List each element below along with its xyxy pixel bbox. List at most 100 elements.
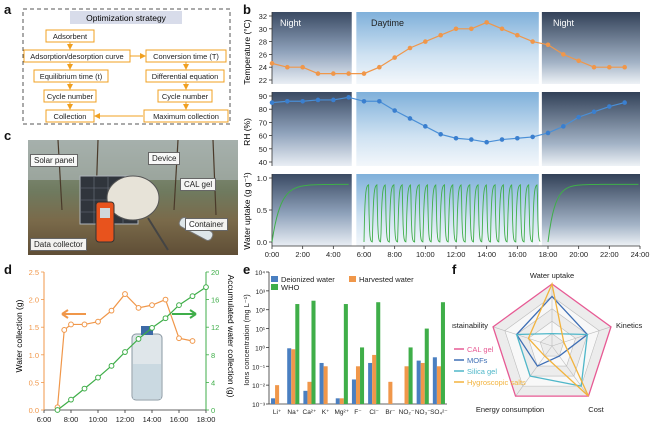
- wu-ylabel: Water uptake (g g⁻¹): [242, 172, 252, 250]
- y-tick-label: 40: [259, 158, 267, 167]
- panel-letter-b: b: [243, 2, 251, 17]
- radar-axis-label: Cost: [588, 405, 604, 414]
- accumulated-point: [122, 349, 128, 355]
- panel-b-chart: 32 30 28 26 24 22 90 80 70 60 50 40 1.0 0.5 0.0 0:00 2:0…: [242, 12, 650, 259]
- strategy-right-2: Differential equation: [152, 72, 219, 81]
- bar-harvested-water: [275, 385, 280, 404]
- bar-who: [424, 328, 429, 404]
- strategy-title: Optimization strategy: [86, 13, 167, 23]
- y-tick-label: 32: [259, 12, 267, 21]
- x-tick-label: 2:00: [295, 250, 310, 259]
- device-photo: Solar panel Device CAL gel Container Dat…: [28, 140, 238, 255]
- temperature-point: [591, 64, 597, 70]
- water-collection-point: [95, 318, 101, 325]
- bar-harvested-water: [436, 366, 441, 404]
- accumulated-point: [81, 385, 88, 392]
- radar-spoke: [551, 345, 589, 397]
- left-y-tick-label: 0.0: [29, 406, 39, 415]
- category-label: Cl⁻: [369, 409, 379, 416]
- temperature-point: [392, 55, 397, 60]
- category-label: Br⁻: [385, 409, 396, 416]
- x-tick-label: 0:00: [265, 250, 280, 259]
- bar-deionized-water: [271, 398, 276, 404]
- y-tick-label: 10⁰: [255, 344, 265, 352]
- legend-swatch: [271, 284, 278, 290]
- radar-axis-label: Energy consumption: [476, 405, 544, 414]
- bottle-cap: [141, 326, 153, 335]
- category-label: SO₄²⁻: [430, 409, 448, 416]
- x-tick-label: 6:00: [357, 250, 372, 259]
- rh-point: [315, 97, 321, 103]
- temperature-line: [271, 21, 625, 75]
- rh-point: [607, 104, 612, 109]
- category-label: NO₃⁻: [415, 409, 431, 416]
- accumulated-point: [176, 302, 182, 309]
- water-collection-point: [189, 338, 196, 344]
- accumulated-point: [108, 362, 115, 369]
- rh-point: [515, 135, 520, 141]
- strategy-right-4: Maximum collection: [153, 112, 219, 121]
- bar-deionized-water: [319, 362, 324, 404]
- water-collection-point: [135, 304, 142, 311]
- right-arrow: [172, 309, 197, 319]
- x-tick-label: 4:00: [326, 250, 341, 259]
- y-tick-label: 10⁻¹: [252, 364, 266, 371]
- x-tick-label: 16:00: [508, 250, 527, 259]
- temperature-point: [622, 64, 627, 70]
- water-collection-point: [81, 321, 88, 328]
- bar-harvested-water: [420, 362, 425, 404]
- solar-panel-label: Solar panel: [30, 154, 79, 167]
- bar-who: [376, 302, 381, 404]
- bar-who: [343, 304, 348, 404]
- container-label: Container: [185, 218, 228, 231]
- left-y-tick-label: 2.0: [29, 296, 39, 305]
- legend-label: WHO: [281, 283, 299, 292]
- x-tick-label: 10:00: [89, 415, 108, 424]
- category-label: Li⁺: [273, 409, 282, 416]
- bar-harvested-water: [307, 381, 312, 404]
- water-collection-point: [149, 302, 155, 309]
- rh-point: [285, 98, 290, 104]
- panel-letter-f: f: [452, 262, 457, 277]
- bar-deionized-water: [432, 357, 437, 404]
- rh-point: [484, 139, 489, 145]
- y-tick-label: 70: [259, 118, 267, 127]
- bar-deionized-water: [368, 362, 373, 404]
- radar-series-silica-gel: [515, 332, 589, 387]
- x-tick-label: 8:00: [64, 415, 79, 424]
- radar-series-cal-gel: [492, 283, 612, 397]
- temperature-point: [561, 52, 566, 57]
- rh-point: [423, 124, 428, 129]
- y-tick-label: 10¹: [256, 327, 266, 334]
- bar-deionized-water: [351, 379, 356, 404]
- uptake-day-cycles: [363, 184, 541, 243]
- bar-deionized-water: [416, 360, 421, 404]
- rh-point: [361, 98, 367, 104]
- y-tick-label: 24: [259, 63, 267, 72]
- rh-point: [561, 124, 566, 129]
- strategy-left-4: Cycle number: [47, 92, 94, 101]
- x-tick-label: 14:00: [143, 415, 162, 424]
- water-collection-point: [61, 327, 68, 333]
- x-tick-label: 18:00: [539, 250, 558, 259]
- y-tick-label: 30: [259, 25, 267, 34]
- rh-point: [591, 109, 597, 115]
- night-bg-1: [272, 92, 352, 166]
- right-y-tick-label: 4: [211, 378, 215, 387]
- temperature-point: [499, 26, 505, 32]
- right-y-tick-label: 16: [211, 296, 219, 305]
- x-tick-label: 24:00: [631, 250, 650, 259]
- x-tick-label: 20:00: [569, 250, 588, 259]
- cal-gel-label: CAL gel: [180, 178, 217, 191]
- accumulated-point: [54, 407, 61, 413]
- left-y-tick-label: 0.5: [29, 378, 39, 387]
- rh-point: [499, 137, 505, 142]
- right-y-tick-label: 20: [211, 268, 219, 277]
- accumulated-point: [149, 324, 155, 331]
- temperature-point: [346, 71, 351, 76]
- legend-label: CAL gel: [467, 345, 494, 354]
- strategy-left-3: Equilibrium time (t): [40, 72, 103, 81]
- rh-point: [438, 131, 443, 137]
- rh-point: [377, 98, 382, 104]
- legend-swatch: [271, 276, 278, 282]
